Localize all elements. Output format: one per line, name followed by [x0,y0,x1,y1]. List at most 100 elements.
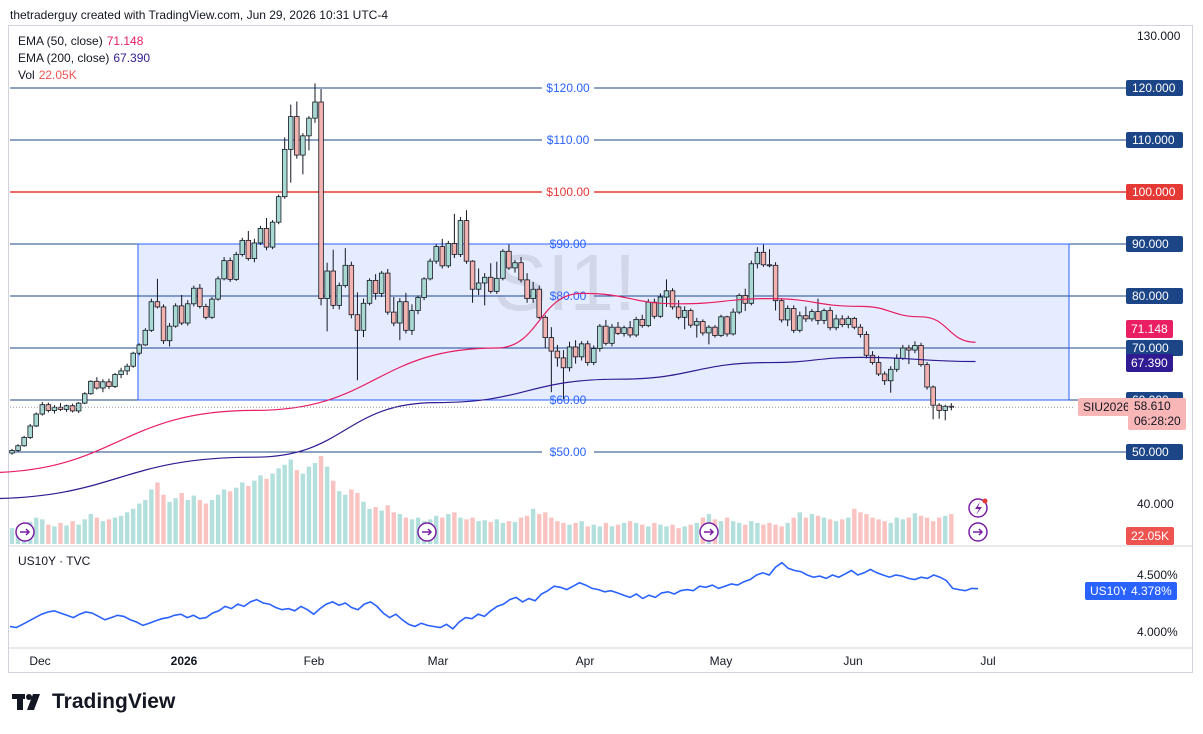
candle[interactable] [306,116,312,151]
candle[interactable] [360,298,367,338]
candle[interactable] [166,323,173,347]
candle[interactable] [688,308,694,328]
candle[interactable] [239,237,245,257]
candle[interactable] [160,304,167,344]
candle[interactable] [445,240,452,268]
candle[interactable] [475,268,482,295]
candle[interactable] [88,380,94,395]
candle[interactable] [506,244,512,270]
candle[interactable] [409,304,415,335]
candle[interactable] [245,231,252,261]
candle[interactable] [833,314,839,331]
candle[interactable] [185,300,191,326]
candle[interactable] [51,405,58,414]
candle[interactable] [572,340,579,364]
candle[interactable] [112,372,118,389]
candle[interactable] [748,260,755,306]
candle[interactable] [500,249,506,281]
candle[interactable] [463,210,470,264]
candle[interactable] [888,366,894,393]
candle[interactable] [106,378,112,390]
candle[interactable] [251,238,258,263]
candle[interactable] [397,298,403,341]
candle[interactable] [548,327,555,393]
candle[interactable] [427,258,433,281]
candle[interactable] [554,344,561,367]
candle[interactable] [415,295,421,315]
range-box[interactable] [137,243,1070,401]
candle[interactable] [821,308,827,325]
candle[interactable] [421,277,427,301]
candle[interactable] [578,341,585,361]
candle[interactable] [312,83,318,123]
candle[interactable] [221,257,227,281]
candle[interactable] [336,282,342,310]
candle[interactable] [69,403,76,413]
candle[interactable] [863,331,870,359]
candle[interactable] [233,251,239,281]
candle[interactable] [784,305,791,327]
legend-vol[interactable]: Vol 22.05K [18,68,77,82]
candle[interactable] [203,303,209,320]
candle[interactable] [15,444,21,452]
candle[interactable] [136,343,142,356]
candle[interactable] [857,324,864,338]
symbol-tag[interactable]: SIU2026 [1078,398,1135,416]
lightning-icon[interactable] [968,498,988,518]
forward-replay-icon[interactable] [15,522,35,542]
legend-ema200[interactable]: EMA (200, close) 67.390 [18,51,150,65]
candle[interactable] [154,278,161,309]
candle[interactable] [566,341,573,372]
candle[interactable] [342,248,348,288]
candle[interactable] [494,261,500,294]
candle[interactable] [197,284,203,309]
candle[interactable] [403,292,409,334]
candle[interactable] [457,216,464,257]
candle[interactable] [372,274,379,300]
candle[interactable] [912,341,918,354]
candle[interactable] [803,306,809,322]
candle[interactable] [257,225,264,246]
candle[interactable] [39,402,45,416]
candle[interactable] [766,249,773,268]
candle[interactable] [191,285,197,307]
candle[interactable] [754,247,761,269]
candle[interactable] [851,316,858,330]
candle[interactable] [269,220,276,250]
candle[interactable] [839,315,845,328]
candle[interactable] [936,403,942,419]
candle[interactable] [488,263,494,294]
us10y-symbol-tag[interactable]: US10Y [1085,582,1134,600]
candle[interactable] [294,101,300,159]
candle[interactable] [318,89,324,306]
candle[interactable] [512,260,518,273]
candle[interactable] [591,345,597,366]
candle[interactable] [178,294,185,326]
candle[interactable] [288,104,294,183]
candle[interactable] [791,305,797,333]
candle[interactable] [27,423,33,439]
candle[interactable] [918,342,924,367]
candle[interactable] [615,322,621,335]
forward-replay-icon[interactable] [417,522,437,542]
candle[interactable] [385,268,391,315]
candle[interactable] [881,371,888,385]
candle[interactable] [530,281,536,303]
candle[interactable] [924,362,930,390]
candle[interactable] [718,314,724,338]
tradingview-logo[interactable]: TradingView [12,690,175,714]
candle[interactable] [706,325,712,345]
candle[interactable] [348,261,355,319]
forward-replay-icon[interactable] [968,522,988,542]
candle[interactable] [439,238,445,269]
candle[interactable] [94,377,100,390]
candle[interactable] [603,319,609,346]
candle[interactable] [324,262,330,332]
candle[interactable] [930,385,936,420]
candle[interactable] [524,273,530,303]
candle[interactable] [63,404,70,412]
candle[interactable] [597,324,603,352]
candle[interactable] [33,412,39,428]
candle[interactable] [378,271,385,298]
